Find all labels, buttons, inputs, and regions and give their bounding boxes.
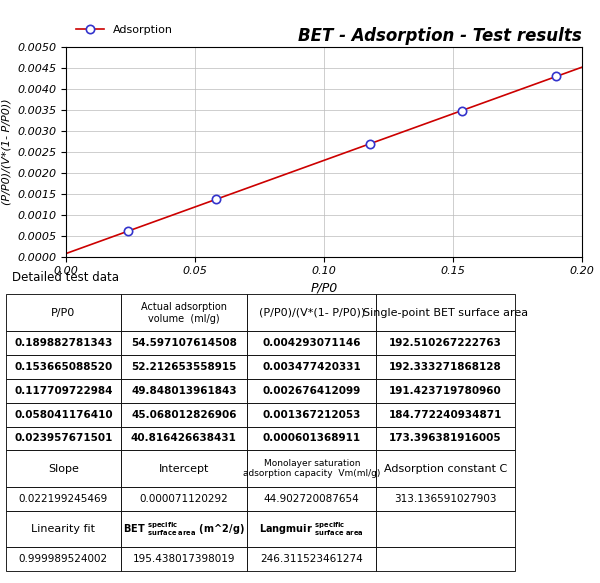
FancyBboxPatch shape <box>376 403 515 427</box>
FancyBboxPatch shape <box>6 451 121 487</box>
FancyBboxPatch shape <box>376 427 515 451</box>
Text: 0.001367212053: 0.001367212053 <box>263 410 361 420</box>
FancyBboxPatch shape <box>6 379 121 403</box>
Text: 0.000071120292: 0.000071120292 <box>139 494 228 504</box>
Text: Adsorption constant C: Adsorption constant C <box>384 463 507 473</box>
Text: BET $\mathregular{^{specific}_{surface\ area}}$ (m^2/g): BET $\mathregular{^{specific}_{surface\ … <box>123 520 245 538</box>
Text: BET - Adsorption - Test results: BET - Adsorption - Test results <box>298 27 582 45</box>
Text: Langmuir $\mathregular{^{specific}_{surface\ area}}$: Langmuir $\mathregular{^{specific}_{surf… <box>259 520 364 538</box>
FancyBboxPatch shape <box>376 451 515 487</box>
Text: 0.003477420331: 0.003477420331 <box>262 362 361 372</box>
FancyBboxPatch shape <box>247 355 376 379</box>
Text: 192.333271868128: 192.333271868128 <box>389 362 502 372</box>
Text: 0.004293071146: 0.004293071146 <box>263 338 361 348</box>
Text: 0.023957671501: 0.023957671501 <box>14 433 113 444</box>
FancyBboxPatch shape <box>376 547 515 571</box>
FancyBboxPatch shape <box>376 379 515 403</box>
FancyBboxPatch shape <box>247 451 376 487</box>
Legend: Adsorption: Adsorption <box>71 20 177 39</box>
Text: 0.002676412099: 0.002676412099 <box>263 386 361 396</box>
Text: 184.772240934871: 184.772240934871 <box>389 410 502 420</box>
FancyBboxPatch shape <box>6 427 121 451</box>
FancyBboxPatch shape <box>6 403 121 427</box>
FancyBboxPatch shape <box>247 427 376 451</box>
FancyBboxPatch shape <box>247 294 376 331</box>
FancyBboxPatch shape <box>247 379 376 403</box>
Text: 246.311523461274: 246.311523461274 <box>260 554 363 564</box>
Text: 49.848013961843: 49.848013961843 <box>131 386 236 396</box>
FancyBboxPatch shape <box>376 294 515 331</box>
Text: Linearity fit: Linearity fit <box>31 524 95 534</box>
Text: 191.423719780960: 191.423719780960 <box>389 386 502 396</box>
FancyBboxPatch shape <box>121 403 247 427</box>
FancyBboxPatch shape <box>121 487 247 511</box>
Y-axis label: (P/P0)/(V*(1- P/P0)): (P/P0)/(V*(1- P/P0)) <box>2 99 11 205</box>
Text: 54.597107614508: 54.597107614508 <box>131 338 237 348</box>
Text: 40.816426638431: 40.816426638431 <box>131 433 237 444</box>
Text: P/P0: P/P0 <box>51 308 76 318</box>
FancyBboxPatch shape <box>247 511 376 547</box>
Text: 313.136591027903: 313.136591027903 <box>394 494 497 504</box>
Text: 0.058041176410: 0.058041176410 <box>14 410 113 420</box>
FancyBboxPatch shape <box>121 294 247 331</box>
FancyBboxPatch shape <box>121 547 247 571</box>
FancyBboxPatch shape <box>6 487 121 511</box>
FancyBboxPatch shape <box>6 294 121 331</box>
Text: 0.999989524002: 0.999989524002 <box>19 554 108 564</box>
FancyBboxPatch shape <box>121 511 247 547</box>
FancyBboxPatch shape <box>121 427 247 451</box>
Text: 44.902720087654: 44.902720087654 <box>264 494 359 504</box>
Text: 0.189882781343: 0.189882781343 <box>14 338 113 348</box>
FancyBboxPatch shape <box>121 331 247 355</box>
FancyBboxPatch shape <box>121 379 247 403</box>
FancyBboxPatch shape <box>376 355 515 379</box>
Text: Monolayer saturation
adsorption capacity  Vm(ml/g): Monolayer saturation adsorption capacity… <box>243 459 380 479</box>
Text: 0.000601368911: 0.000601368911 <box>263 433 361 444</box>
FancyBboxPatch shape <box>376 511 515 547</box>
FancyBboxPatch shape <box>121 451 247 487</box>
Text: Single-point BET surface area: Single-point BET surface area <box>363 308 528 318</box>
Text: Slope: Slope <box>48 463 79 473</box>
Text: Intercept: Intercept <box>158 463 209 473</box>
X-axis label: P/P0: P/P0 <box>310 282 338 295</box>
Text: 52.212653558915: 52.212653558915 <box>131 362 236 372</box>
FancyBboxPatch shape <box>6 355 121 379</box>
Text: 0.117709722984: 0.117709722984 <box>14 386 113 396</box>
Text: Actual adsorption
volume  (ml/g): Actual adsorption volume (ml/g) <box>141 302 227 324</box>
Text: 0.022199245469: 0.022199245469 <box>19 494 108 504</box>
Text: (P/P0)/(V*(1- P/P0)): (P/P0)/(V*(1- P/P0)) <box>259 308 365 318</box>
FancyBboxPatch shape <box>6 547 121 571</box>
FancyBboxPatch shape <box>247 547 376 571</box>
FancyBboxPatch shape <box>6 511 121 547</box>
Text: Detailed test data: Detailed test data <box>12 271 119 284</box>
Text: 45.068012826906: 45.068012826906 <box>131 410 236 420</box>
Text: 173.396381916005: 173.396381916005 <box>389 433 502 444</box>
Text: 195.438017398019: 195.438017398019 <box>133 554 235 564</box>
FancyBboxPatch shape <box>247 403 376 427</box>
FancyBboxPatch shape <box>376 331 515 355</box>
FancyBboxPatch shape <box>247 331 376 355</box>
Text: 192.510267222763: 192.510267222763 <box>389 338 502 348</box>
FancyBboxPatch shape <box>6 331 121 355</box>
FancyBboxPatch shape <box>247 487 376 511</box>
Text: 0.153665088520: 0.153665088520 <box>14 362 112 372</box>
FancyBboxPatch shape <box>121 355 247 379</box>
FancyBboxPatch shape <box>376 487 515 511</box>
